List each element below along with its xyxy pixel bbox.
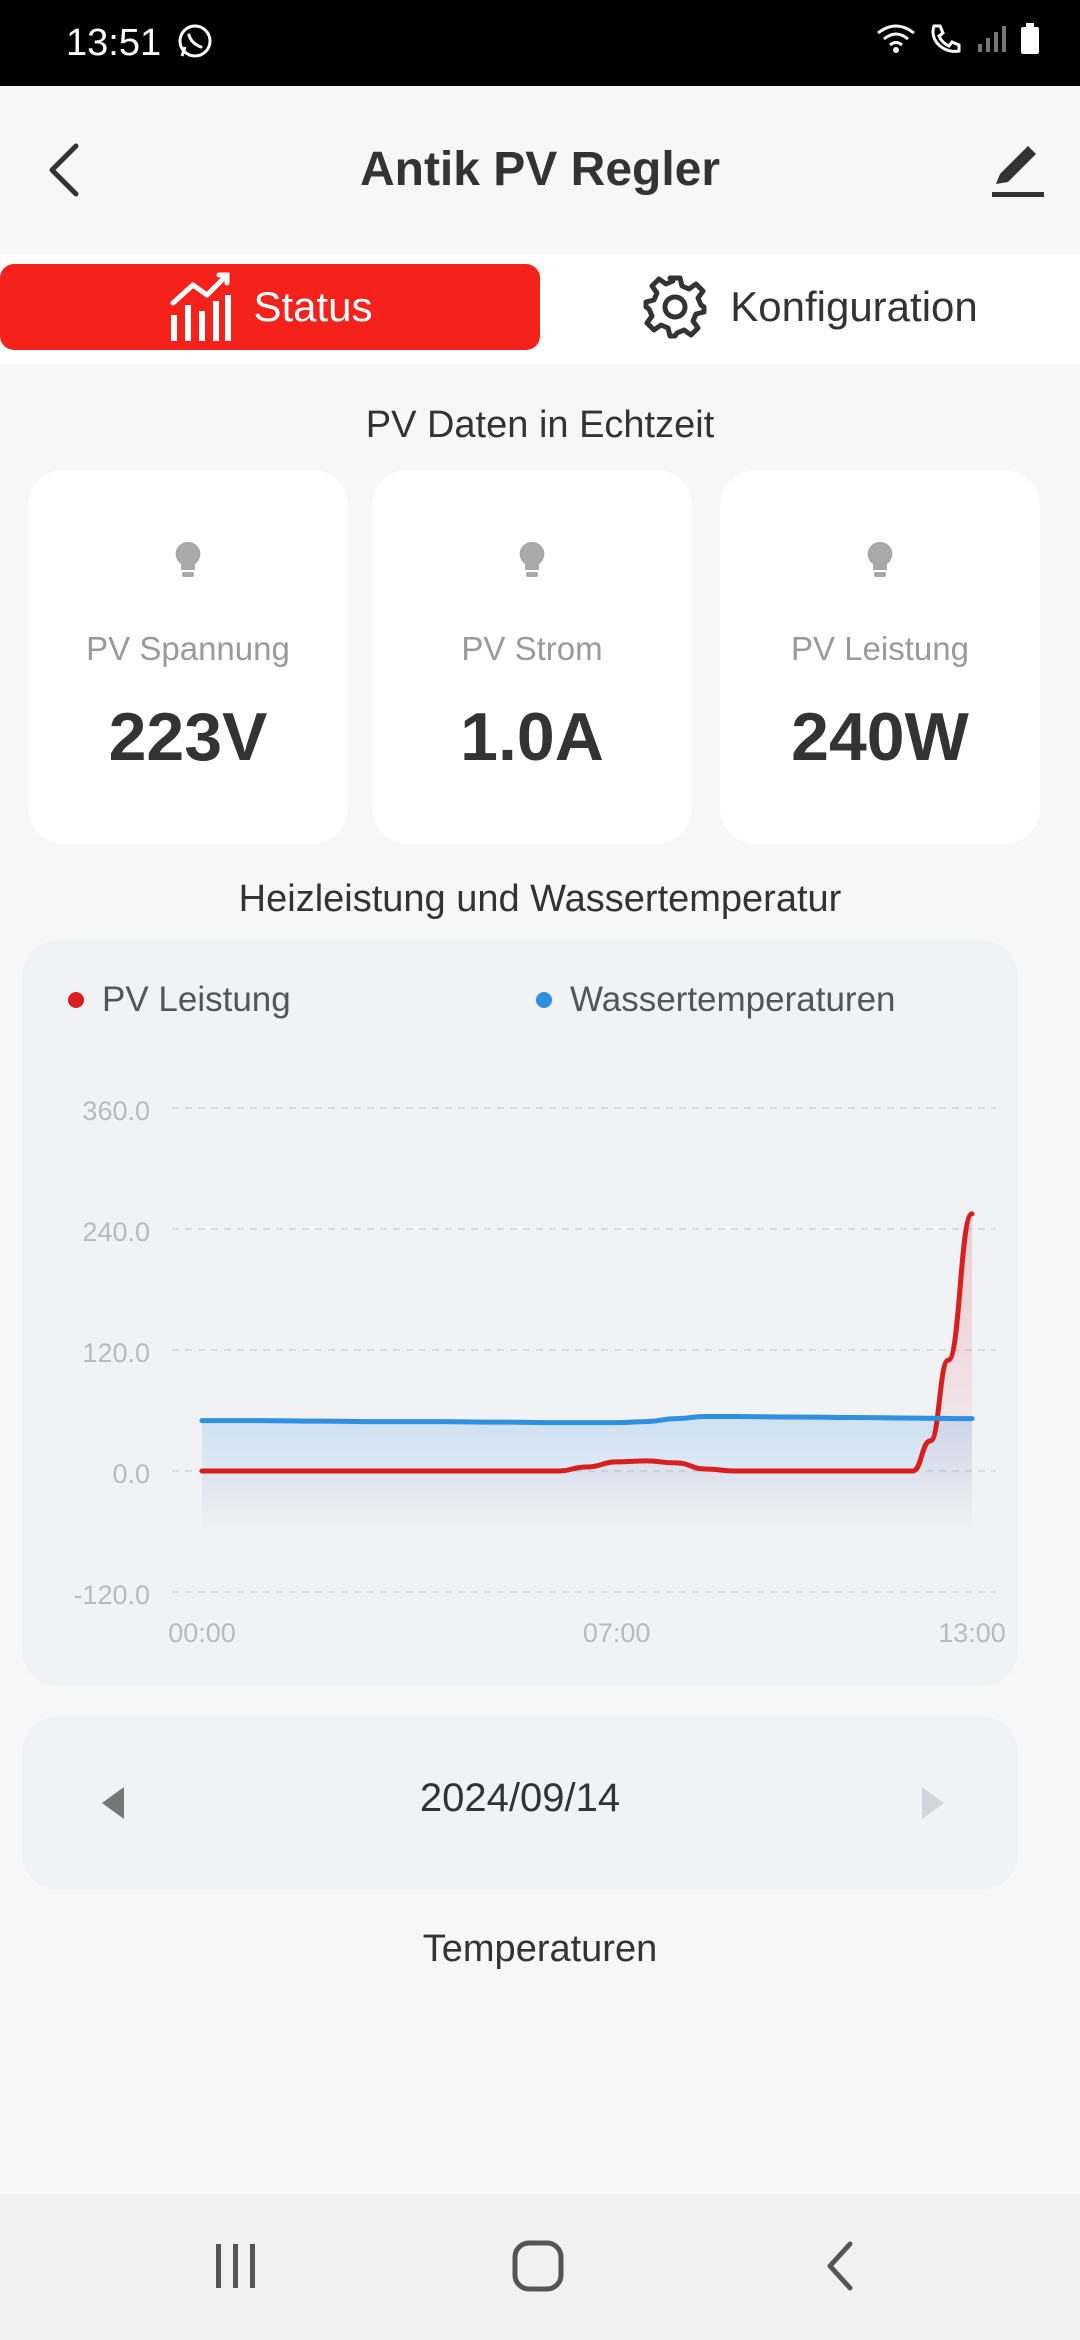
metric-value: 240W — [791, 699, 969, 775]
legend-item-pv[interactable]: PV Leistung — [68, 980, 291, 1020]
date-prev-button[interactable] — [98, 1784, 128, 1827]
triangle-right-icon — [922, 1787, 944, 1819]
tab-konfiguration-label: Konfiguration — [730, 283, 978, 330]
series-area-wassertemperaturen — [202, 1416, 972, 1531]
status-icons — [876, 22, 1040, 61]
date-label: 2024/09/14 — [419, 1776, 621, 1820]
date-selector: 2024/09/14 — [22, 1716, 1018, 1890]
y-tick-label: 240.0 — [82, 1217, 150, 1247]
gear-icon — [643, 275, 707, 339]
recent-apps-icon — [216, 2244, 255, 2288]
bulb-icon — [174, 540, 202, 585]
y-tick-label: -120.0 — [73, 1580, 150, 1610]
metric-card-voltage: PV Spannung 223V — [28, 470, 348, 844]
whatsapp-icon — [176, 22, 214, 65]
status-time: 13:51 — [66, 22, 162, 64]
y-tick-label: 120.0 — [82, 1338, 150, 1368]
metric-value: 1.0A — [460, 699, 604, 775]
legend-label: PV Leistung — [102, 980, 291, 1019]
home-icon — [512, 2240, 564, 2292]
chart-icon — [170, 272, 232, 341]
recent-apps-button[interactable] — [212, 2238, 260, 2299]
legend-dot — [68, 992, 84, 1008]
legend-dot — [536, 992, 552, 1008]
bulb-icon — [518, 540, 546, 585]
tab-status[interactable]: Status — [0, 264, 540, 350]
realtime-section-title: PV Daten in Echtzeit — [365, 404, 715, 446]
app-header: Antik PV Regler — [0, 86, 1080, 254]
bulb-icon — [866, 540, 894, 585]
series-line-pv-leistung — [199, 1211, 975, 1474]
triangle-left-icon — [102, 1787, 124, 1819]
metric-label: PV Leistung — [791, 630, 969, 667]
back-button[interactable] — [40, 138, 88, 202]
signal-icon — [976, 24, 1008, 59]
system-nav-bar — [0, 2194, 1080, 2340]
pencil-icon — [992, 146, 1044, 197]
system-back-button[interactable] — [820, 2238, 860, 2299]
wifi-icon — [876, 23, 916, 60]
line-chart: 360.0 240.0 120.0 0.0 -120.0 00:00 07:00 13:00 — [73, 1096, 1006, 1648]
metric-label: PV Strom — [461, 630, 603, 667]
legend-label: Wassertemperaturen — [570, 980, 896, 1019]
chevron-left-icon — [49, 143, 79, 197]
date-next-button[interactable] — [918, 1784, 948, 1827]
x-tick-label: 07:00 — [583, 1618, 651, 1648]
y-tick-label: 0.0 — [112, 1459, 150, 1489]
metric-card-current: PV Strom 1.0A — [372, 470, 692, 844]
temperature-section-title: Temperaturen — [422, 1928, 658, 1970]
page-title: Antik PV Regler — [359, 143, 721, 196]
call-icon — [928, 22, 964, 61]
series-line-wassertemperaturen — [199, 1414, 975, 1426]
status-bar: 13:51 — [0, 0, 1080, 86]
metric-card-power: PV Leistung 240W — [720, 470, 1040, 844]
tab-bar: Status Konfiguration — [0, 254, 1080, 364]
x-tick-label: 00:00 — [168, 1618, 236, 1648]
legend-item-water[interactable]: Wassertemperaturen — [536, 980, 896, 1020]
metric-value: 223V — [108, 699, 268, 775]
x-tick-label: 13:00 — [938, 1618, 1006, 1648]
battery-icon — [1020, 23, 1040, 60]
chart-section-title: Heizleistung und Wassertemperatur — [238, 878, 842, 920]
tab-konfiguration[interactable]: Konfiguration — [540, 264, 1080, 350]
tab-status-label: Status — [253, 283, 373, 330]
chart-card: PV Leistung Wassertemperaturen 360.0 240.… — [22, 940, 1018, 1686]
edit-button[interactable] — [986, 138, 1050, 202]
metric-label: PV Spannung — [86, 630, 290, 667]
y-tick-label: 360.0 — [82, 1096, 150, 1126]
home-button[interactable] — [510, 2238, 566, 2299]
chevron-left-icon — [827, 2241, 853, 2291]
